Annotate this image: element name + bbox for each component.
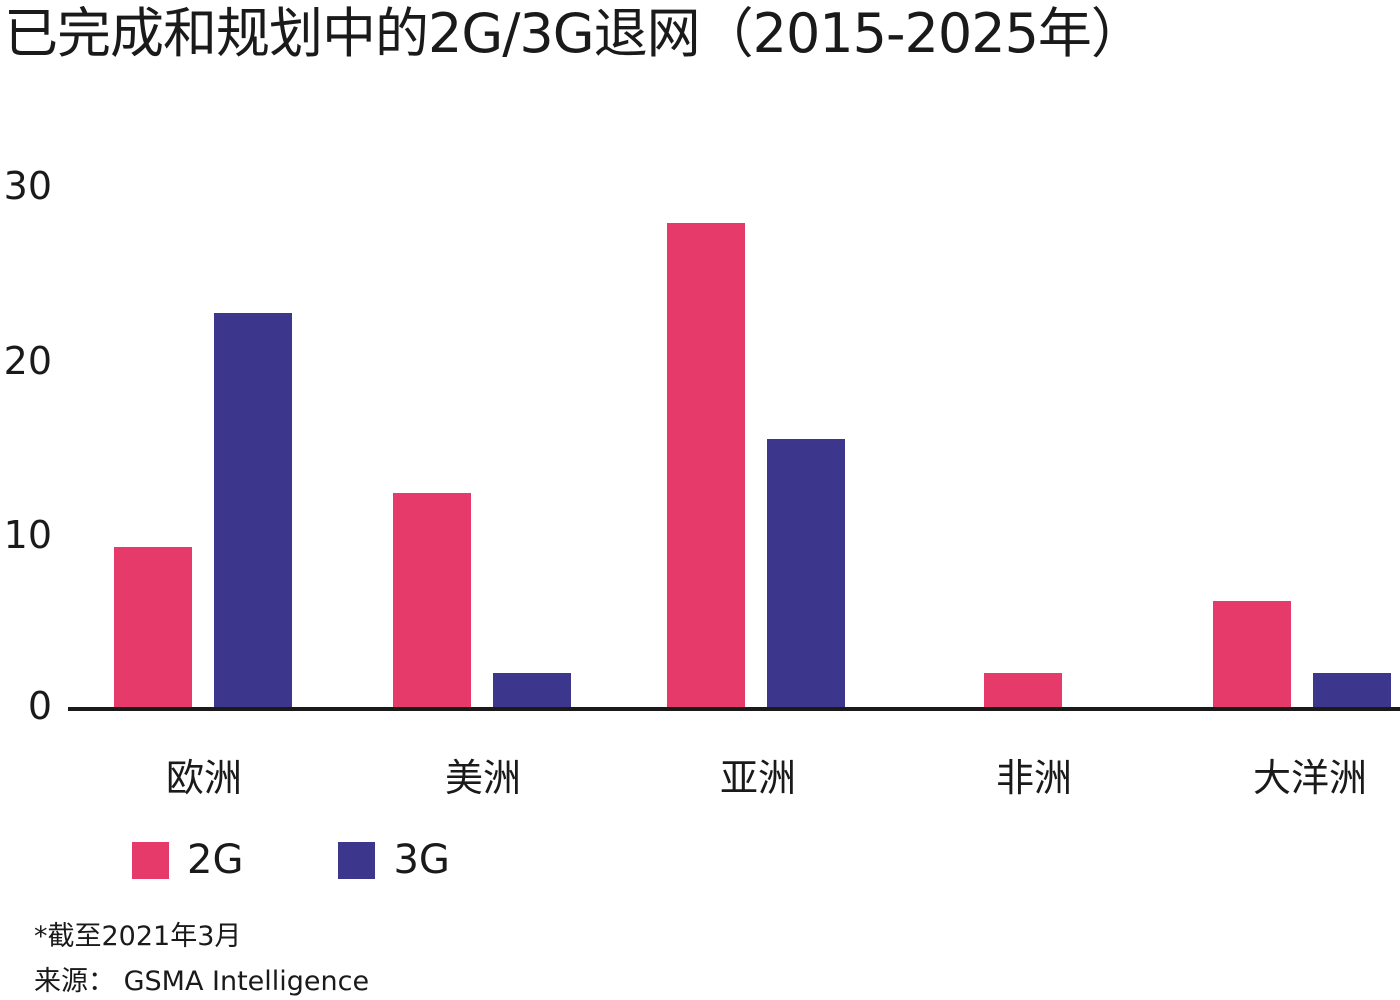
x-label-europe: 欧洲 (165, 756, 242, 800)
legend-label-3g: 3G (393, 837, 450, 883)
legend: 2G 3G (132, 838, 545, 882)
y-tick-20: 20 (3, 339, 52, 383)
y-tick-10: 10 (3, 513, 52, 557)
legend-swatch-3g (338, 841, 376, 879)
chart-title: 已完成和规划中的2G/3G退网（2015-2025年） (4, 2, 1145, 65)
y-tick-0: 0 (27, 684, 52, 728)
y-tick-30: 30 (3, 164, 52, 208)
x-label-oceania: 大洋洲 (1252, 756, 1367, 800)
bar-3g-0 (214, 313, 292, 709)
x-axis-line (68, 707, 1400, 711)
legend-swatch-2g (132, 841, 169, 879)
bar-2g-0 (114, 547, 192, 709)
legend-label-2g: 2G (187, 837, 244, 883)
bar-3g-2 (767, 439, 845, 709)
bar-3g-4 (1313, 673, 1391, 709)
bar-3g-1 (493, 673, 571, 709)
x-label-asia: 亚洲 (719, 756, 796, 800)
legend-item-3g: 3G (338, 837, 450, 883)
legend-item-2g: 2G (132, 838, 243, 882)
x-label-americas: 美洲 (444, 756, 521, 800)
source-note: 来源： GSMA Intelligence (34, 966, 370, 997)
bar-2g-1 (393, 493, 471, 709)
bar-2g-3 (984, 673, 1062, 709)
bar-2g-4 (1213, 601, 1291, 709)
x-label-africa: 非洲 (995, 756, 1072, 800)
footnote: *截至2021年3月 (34, 921, 242, 952)
bar-2g-2 (667, 223, 745, 709)
